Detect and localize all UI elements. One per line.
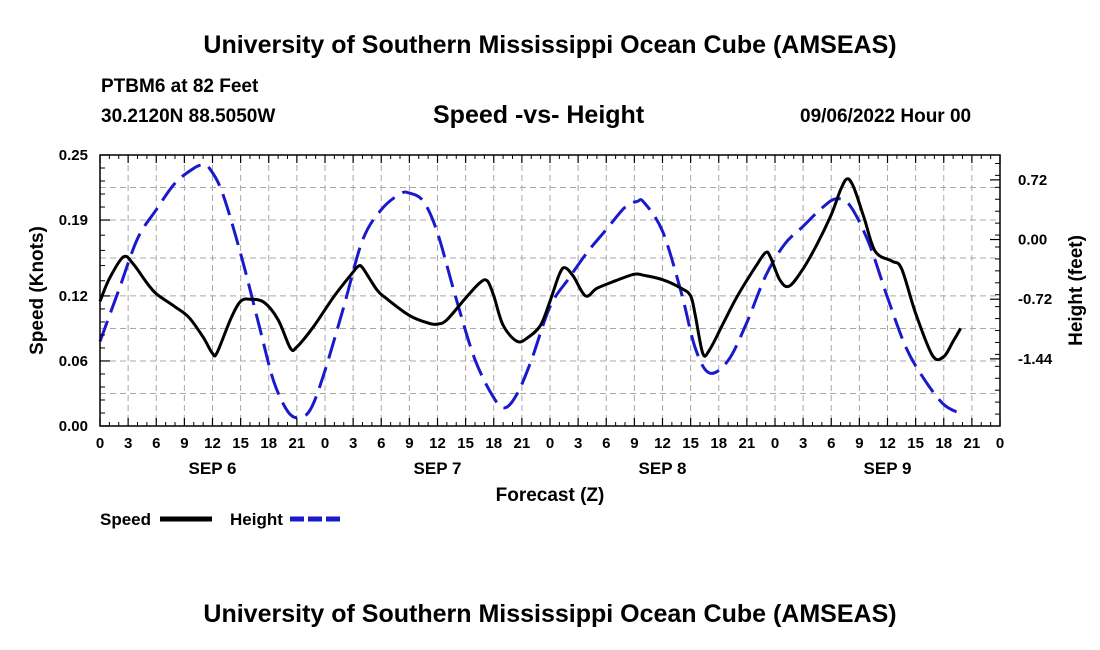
legend: Speed Height xyxy=(100,510,342,529)
x-day-label: SEP 8 xyxy=(639,459,687,478)
x-tick-label: 9 xyxy=(630,435,638,452)
x-tick-label: 21 xyxy=(964,435,981,452)
x-tick-label: 15 xyxy=(457,435,474,452)
x-tick-label: 15 xyxy=(907,435,924,452)
x-tick-label: 3 xyxy=(574,435,582,452)
x-tick-label: 3 xyxy=(349,435,357,452)
x-tick-label: 18 xyxy=(485,435,502,452)
y-left-tick-label: 0.00 xyxy=(59,418,88,435)
x-tick-label: 6 xyxy=(602,435,610,452)
x-tick-label: 18 xyxy=(935,435,952,452)
y-left-axis-title: Speed (Knots) xyxy=(27,226,48,355)
legend-label-height: Height xyxy=(230,510,283,529)
x-day-label: SEP 6 xyxy=(189,459,237,478)
forecast-run-time: 09/06/2022 Hour 00 xyxy=(800,106,972,127)
x-tick-label: 15 xyxy=(232,435,249,452)
x-tick-label: 18 xyxy=(260,435,277,452)
grid-lines xyxy=(100,155,1000,426)
series-line-speed xyxy=(98,177,962,362)
x-tick-label: 15 xyxy=(682,435,699,452)
x-tick-label: 6 xyxy=(152,435,160,452)
x-tick-label: 0 xyxy=(321,435,329,452)
x-tick-label: 0 xyxy=(996,435,1004,452)
x-tick-label: 21 xyxy=(289,435,306,452)
x-tick-label: 12 xyxy=(429,435,446,452)
y-right-tick-label: -0.72 xyxy=(1018,291,1052,308)
x-tick-label: 12 xyxy=(654,435,671,452)
y-right-tick-label: 0.00 xyxy=(1018,232,1047,249)
series-lines xyxy=(98,162,962,420)
y-left-tick-label: 0.19 xyxy=(59,212,88,229)
x-tick-label: 6 xyxy=(827,435,835,452)
y-left-tick-label: 0.06 xyxy=(59,353,88,370)
x-tick-label: 12 xyxy=(879,435,896,452)
page-title: University of Southern Mississippi Ocean… xyxy=(203,31,897,59)
station-coordinates: 30.2120N 88.5050W xyxy=(101,106,276,127)
station-name: PTBM6 at 82 Feet xyxy=(101,76,259,97)
x-tick-label: 18 xyxy=(710,435,727,452)
x-tick-label: 0 xyxy=(771,435,779,452)
y-right-tick-label: -1.44 xyxy=(1018,351,1053,368)
x-tick-label: 6 xyxy=(377,435,385,452)
legend-label-speed: Speed xyxy=(100,510,151,529)
y-left-tick-label: 0.25 xyxy=(59,147,88,164)
x-tick-label: 0 xyxy=(96,435,104,452)
footer-title: University of Southern Mississippi Ocean… xyxy=(203,600,897,628)
x-tick-label: 9 xyxy=(180,435,188,452)
x-tick-label: 3 xyxy=(124,435,132,452)
x-tick-label: 12 xyxy=(204,435,221,452)
x-day-label: SEP 7 xyxy=(414,459,462,478)
series-line-height xyxy=(98,162,962,420)
x-tick-label: 9 xyxy=(405,435,413,452)
x-tick-label: 21 xyxy=(514,435,531,452)
y-right-axis-title: Height (feet) xyxy=(1066,235,1087,346)
y-left-tick-label: 0.12 xyxy=(59,288,88,305)
chart-title: Speed -vs- Height xyxy=(433,101,645,129)
x-tick-label: 3 xyxy=(799,435,807,452)
x-day-label: SEP 9 xyxy=(864,459,912,478)
axes: 0 3 6 9 12 15 18 21 0 3 6 9 12 15 18 21 0 3 6 9 12 15 18 21 0 3 6 9… xyxy=(27,147,1087,506)
x-axis-title: Forecast (Z) xyxy=(496,485,605,506)
y-right-tick-label: 0.72 xyxy=(1018,172,1047,189)
x-tick-label: 21 xyxy=(739,435,756,452)
x-tick-label: 0 xyxy=(546,435,554,452)
x-tick-label: 9 xyxy=(855,435,863,452)
